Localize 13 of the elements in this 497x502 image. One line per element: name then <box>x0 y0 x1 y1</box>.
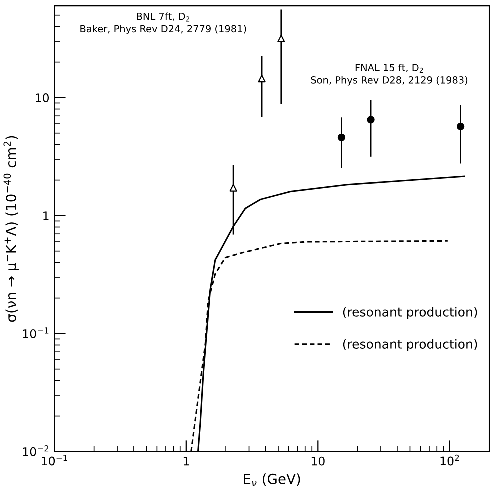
annotation: FNAL 15 ft, D$_{2}$ Son, Phys Rev D28, 2129 (1983) <box>311 64 468 86</box>
text: σ(νn → μ$^{−}$K$^{+}$Λ) (10$^{−40}$ cm$^{2}$) <box>4 136 20 322</box>
y-tick-label: 10$^{−2}$ <box>23 446 49 456</box>
y-tick-label: 1 <box>44 212 49 220</box>
annotation: BNL 7ft, D$_{2}$ Baker, Phys Rev D24, 2779 (1981) <box>80 12 246 34</box>
x-tick-label: 1 <box>184 457 190 466</box>
x-axis-title: E$_{ν}$ (GeV) <box>244 474 300 486</box>
x-tick-label: 10 <box>312 456 325 466</box>
y-tick-label: 10 <box>36 94 50 102</box>
x-tick-label: 10$^{2}$ <box>440 454 460 466</box>
legend-label: (resonant production) <box>343 339 478 352</box>
y-tick-label: 10$^{−1}$ <box>23 328 49 338</box>
legend-label: (resonant production) <box>343 307 478 320</box>
